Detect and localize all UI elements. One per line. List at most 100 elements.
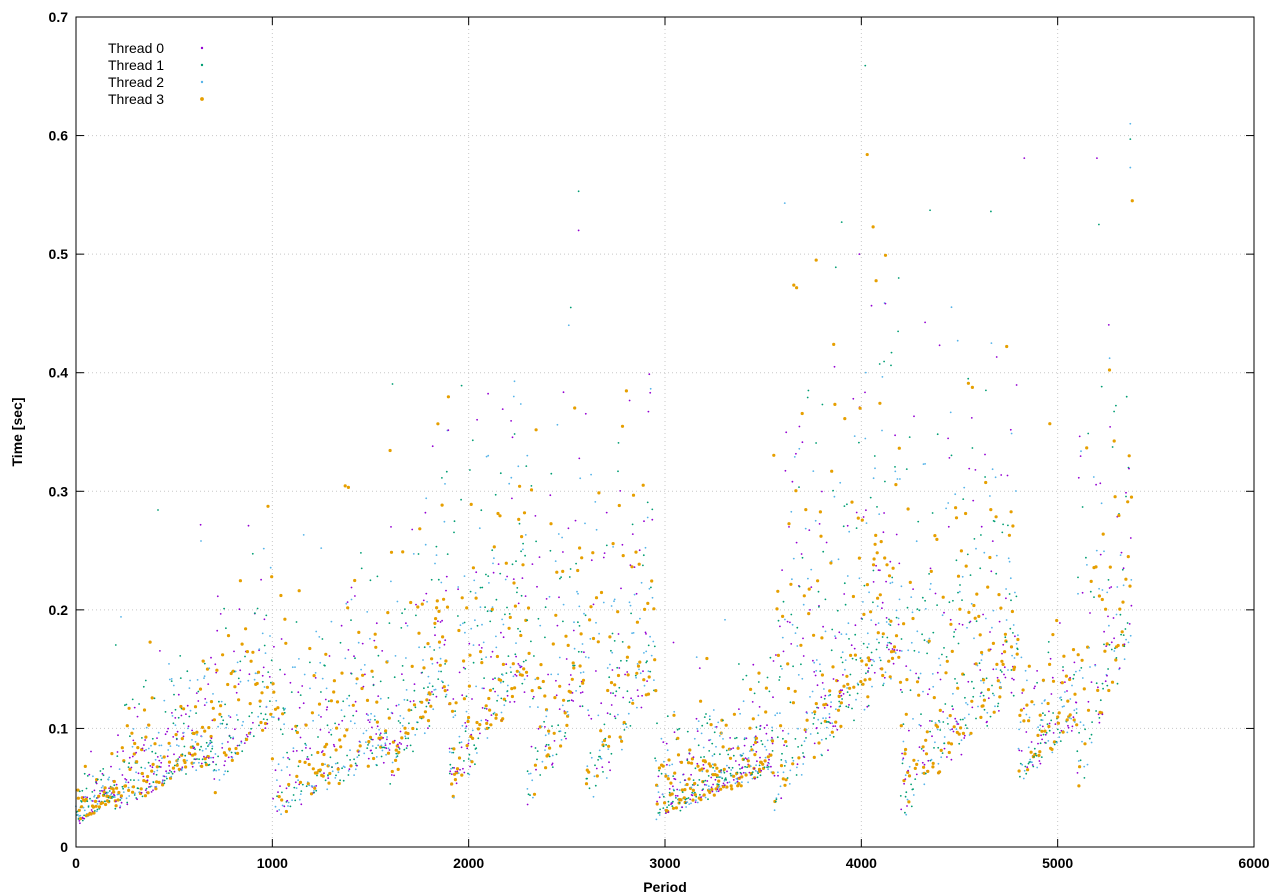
data-point — [828, 713, 831, 715]
data-point — [397, 746, 400, 749]
data-point — [637, 695, 640, 697]
data-point — [325, 742, 329, 746]
data-point — [240, 741, 243, 744]
data-point — [782, 771, 785, 774]
data-point — [137, 779, 140, 781]
data-point — [103, 786, 107, 790]
data-point — [1005, 619, 1008, 621]
data-point — [723, 771, 726, 774]
data-point — [445, 605, 450, 609]
data-point — [465, 744, 469, 748]
data-point — [594, 596, 599, 600]
data-point — [781, 668, 783, 670]
data-point — [764, 710, 768, 714]
data-point — [840, 633, 843, 635]
data-point — [663, 760, 665, 763]
data-point — [195, 730, 199, 734]
data-point — [277, 795, 281, 799]
data-point — [129, 735, 131, 738]
data-point — [1092, 476, 1095, 478]
data-point — [994, 476, 997, 479]
data-point — [486, 719, 489, 722]
data-point — [183, 760, 187, 765]
data-point — [195, 712, 198, 714]
data-point — [1050, 719, 1053, 722]
data-point — [346, 485, 350, 489]
data-point — [769, 753, 773, 757]
data-point — [1040, 756, 1043, 758]
data-point — [657, 812, 660, 814]
data-point — [704, 779, 707, 782]
data-point — [645, 650, 648, 653]
data-point — [396, 600, 399, 603]
data-point — [219, 704, 223, 708]
data-point — [750, 745, 753, 748]
data-point — [502, 636, 505, 639]
data-point — [437, 609, 441, 614]
data-point — [948, 601, 951, 604]
data-point — [713, 763, 717, 767]
data-point — [180, 769, 183, 772]
data-point — [1116, 586, 1119, 588]
data-point — [217, 755, 220, 758]
data-point — [972, 603, 976, 608]
data-point — [922, 463, 925, 465]
data-point — [149, 765, 152, 767]
data-point — [166, 730, 169, 733]
data-point — [142, 685, 145, 688]
data-point — [201, 758, 204, 761]
data-point — [276, 706, 280, 710]
data-point — [968, 713, 970, 716]
data-point — [682, 773, 685, 776]
data-point — [96, 803, 99, 805]
data-point — [566, 700, 569, 702]
data-point — [328, 655, 331, 657]
data-point — [174, 724, 177, 727]
data-point — [684, 779, 687, 781]
data-point — [1035, 754, 1038, 757]
data-point — [729, 749, 731, 751]
data-point — [343, 484, 347, 488]
data-point — [1101, 713, 1104, 716]
data-point — [452, 698, 455, 700]
data-point — [667, 811, 670, 814]
data-point — [99, 770, 102, 772]
data-point — [1079, 455, 1082, 457]
data-point — [78, 817, 83, 821]
data-point — [1029, 750, 1033, 754]
data-point — [798, 447, 801, 450]
data-point — [386, 751, 391, 755]
data-point — [712, 793, 716, 797]
data-point — [194, 748, 196, 750]
data-point — [579, 705, 581, 708]
data-point — [703, 767, 705, 770]
data-point — [497, 563, 500, 565]
data-point — [344, 657, 347, 660]
data-point — [943, 747, 946, 750]
data-point — [445, 575, 448, 578]
data-point — [440, 670, 442, 673]
data-point — [405, 689, 408, 691]
data-point — [578, 605, 581, 608]
data-point — [868, 591, 870, 594]
data-point — [777, 771, 779, 774]
data-point — [1104, 607, 1108, 611]
data-point — [802, 594, 806, 598]
data-point — [90, 750, 92, 753]
data-point — [1000, 659, 1004, 663]
data-point — [674, 778, 677, 781]
data-point — [340, 709, 343, 711]
data-point — [924, 321, 926, 324]
data-point — [297, 779, 299, 782]
data-point — [485, 573, 487, 576]
data-point — [1095, 549, 1098, 552]
data-point — [1107, 615, 1109, 618]
data-point — [468, 642, 471, 645]
data-point — [405, 657, 407, 659]
data-point — [783, 744, 785, 747]
data-point — [510, 420, 512, 422]
data-point — [813, 671, 816, 673]
data-point — [163, 775, 166, 778]
data-point — [679, 781, 682, 784]
y-tick-label: 0.3 — [49, 483, 69, 499]
